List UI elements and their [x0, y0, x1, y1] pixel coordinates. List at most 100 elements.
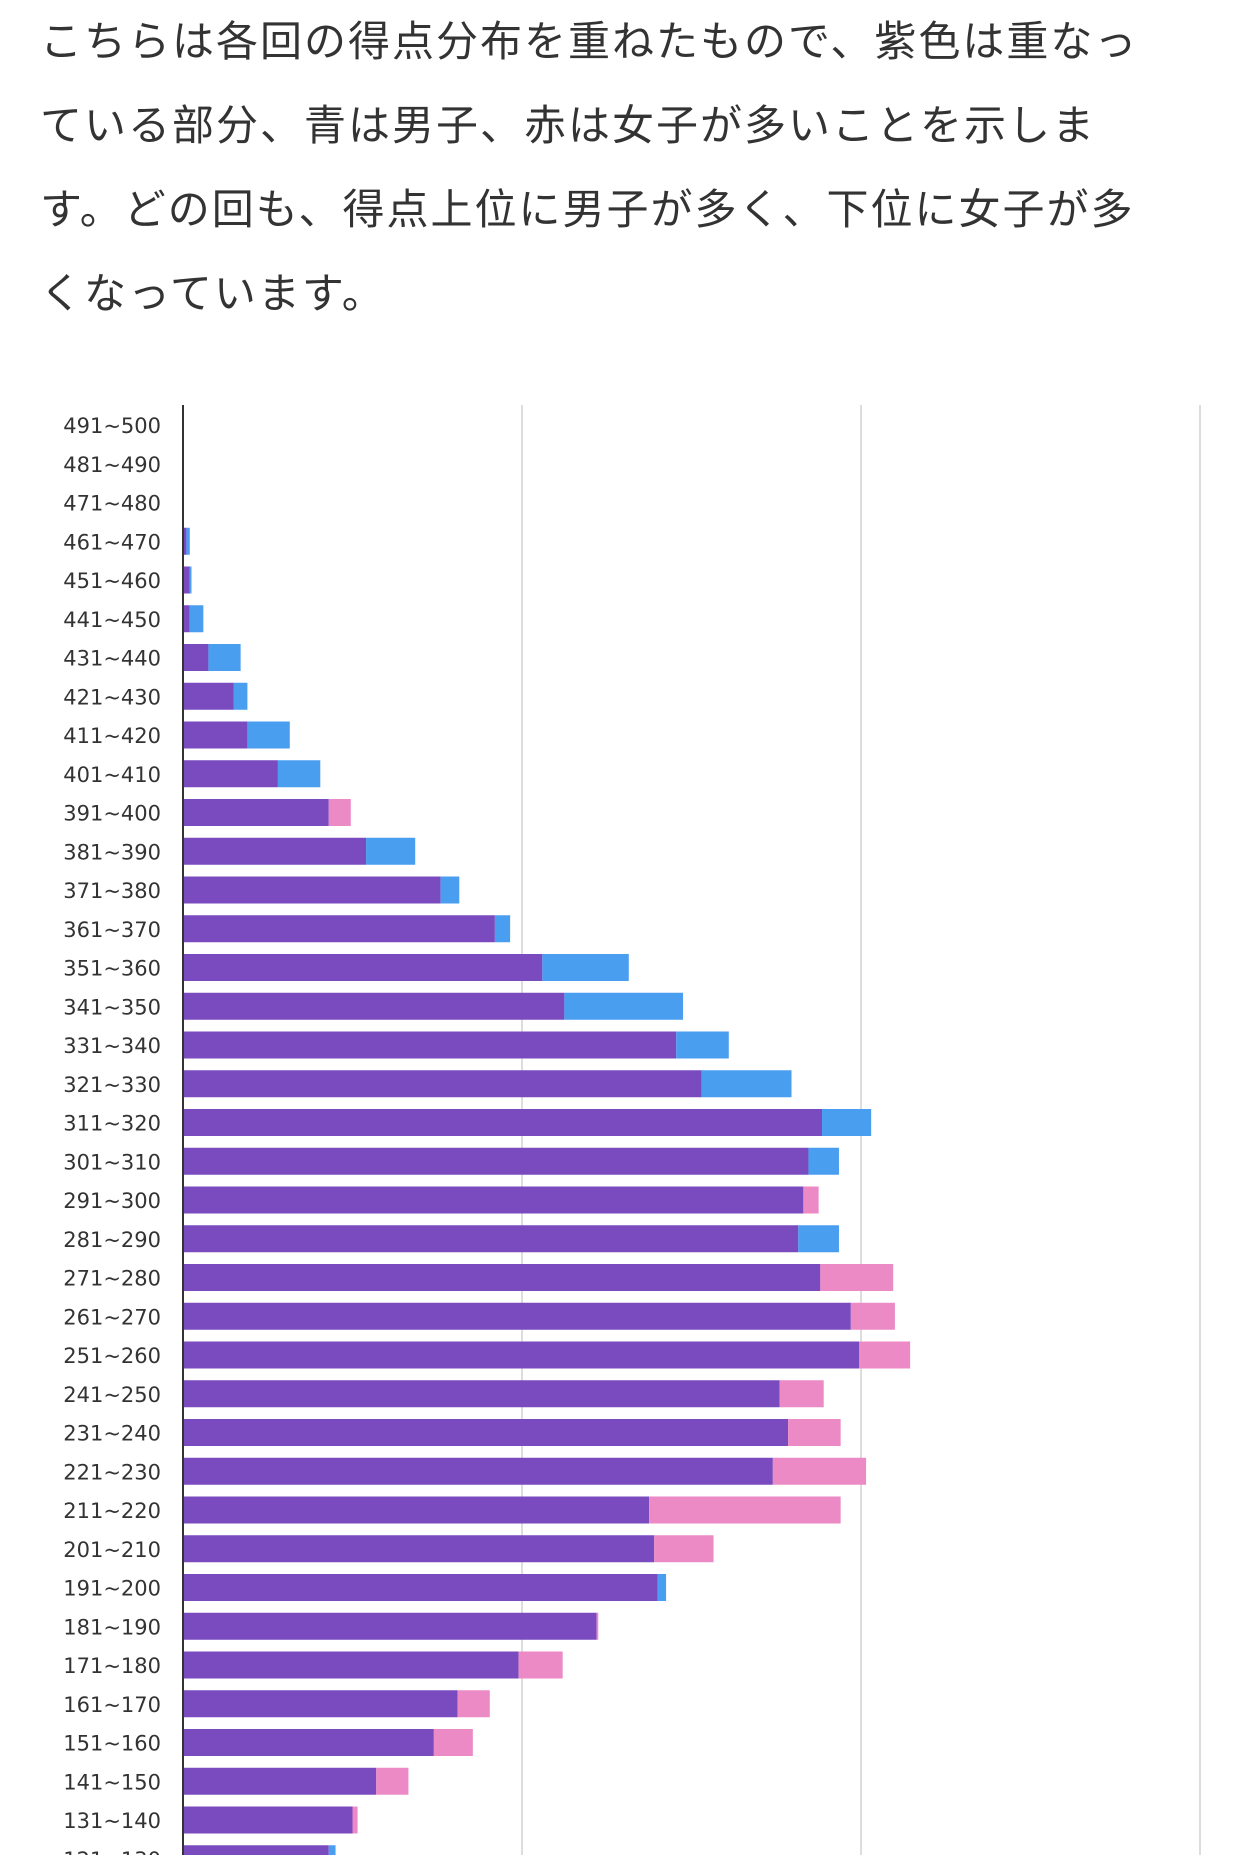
bar-overlap-411~420	[183, 721, 248, 749]
y-tick-label-311~320: 311~320	[63, 1112, 161, 1136]
bar-row-281~290	[183, 1225, 839, 1253]
y-tick-label-121~130: 121~130	[63, 1848, 161, 1855]
y-tick-label-341~350: 341~350	[63, 995, 161, 1019]
bar-row-351~360	[183, 954, 629, 981]
bar-row-221~230	[183, 1457, 867, 1485]
bar-row-141~150	[183, 1767, 409, 1795]
bar-row-241~250	[183, 1380, 824, 1408]
y-tick-label-291~300: 291~300	[63, 1189, 161, 1213]
y-tick-label-131~140: 131~140	[63, 1809, 161, 1833]
bar-row-401~410	[183, 760, 321, 788]
y-tick-label-421~430: 421~430	[63, 685, 161, 709]
bar-row-321~330	[183, 1070, 792, 1098]
bar-row-251~260	[183, 1341, 911, 1369]
bar-overlap-141~150	[183, 1767, 377, 1795]
bar-male_excess-441~450	[189, 605, 204, 633]
y-tick-label-491~500: 491~500	[63, 414, 161, 438]
bar-male_excess-321~330	[701, 1070, 792, 1098]
bar-overlap-381~390	[183, 837, 367, 865]
y-tick-label-401~410: 401~410	[63, 763, 161, 787]
bar-female_excess-211~220	[649, 1496, 841, 1524]
bar-row-131~140	[183, 1806, 358, 1834]
article-line-4: くなっています。	[40, 269, 386, 318]
bar-male_excess-331~340	[676, 1031, 729, 1059]
bar-male_excess-191~200	[657, 1574, 667, 1601]
bar-row-311~320	[183, 1109, 872, 1136]
bar-overlap-161~170	[183, 1690, 458, 1718]
bar-male_excess-401~410	[277, 760, 321, 788]
bar-overlap-281~290	[183, 1225, 799, 1253]
article-paragraph: こちらは各回の得点分布を重ねたもので、紫色は重なっ ている部分、青は男子、赤は女…	[40, 0, 1210, 336]
bar-row-451~460	[183, 566, 192, 594]
y-tick-label-281~290: 281~290	[63, 1228, 161, 1252]
bar-overlap-131~140	[183, 1806, 353, 1834]
bar-row-431~440	[183, 644, 241, 671]
bar-overlap-231~240	[183, 1419, 789, 1446]
bar-row-341~350	[183, 992, 684, 1020]
y-tick-label-391~400: 391~400	[63, 802, 161, 826]
score-distribution-chart: 491~500 481~490 471~480 461~470 451~460 441~4…	[0, 390, 1242, 1859]
bar-overlap-321~330	[183, 1070, 702, 1098]
bar-male_excess-301~310	[808, 1147, 839, 1175]
y-tick-label-371~380: 371~380	[63, 879, 161, 903]
bar-female_excess-241~250	[779, 1380, 824, 1408]
bar-male_excess-281~290	[798, 1225, 839, 1253]
bar-overlap-391~400	[183, 799, 329, 826]
bar-female_excess-181~190	[596, 1612, 599, 1640]
y-tick-label-181~190: 181~190	[63, 1615, 161, 1639]
bar-female_excess-161~170	[457, 1690, 490, 1718]
bar-row-161~170	[183, 1690, 490, 1718]
y-tick-label-261~270: 261~270	[63, 1305, 161, 1329]
y-tick-label-241~250: 241~250	[63, 1383, 161, 1407]
article-line-3: す。どの回も、得点上位に男子が多く、下位に女子が多	[40, 185, 1135, 234]
bar-row-201~210	[183, 1535, 714, 1563]
article-line-1: こちらは各回の得点分布を重ねたもので、紫色は重なっ	[40, 17, 1139, 66]
bar-row-381~390	[183, 837, 416, 865]
y-tick-label-151~160: 151~160	[63, 1732, 161, 1756]
bar-row-151~160	[183, 1729, 473, 1756]
bar-female_excess-251~260	[859, 1341, 911, 1369]
y-tick-label-171~180: 171~180	[63, 1654, 161, 1678]
y-tick-label-411~420: 411~420	[63, 724, 161, 748]
y-tick-label-441~450: 441~450	[63, 608, 161, 632]
bar-male_excess-121~130	[328, 1845, 336, 1859]
bar-overlap-351~360	[183, 954, 543, 981]
bar-row-371~380	[183, 876, 460, 904]
article-line-2: ている部分、青は男子、赤は女子が多いことを示しま	[40, 101, 1097, 150]
bar-male_excess-341~350	[564, 992, 684, 1020]
bar-female_excess-141~150	[376, 1767, 409, 1795]
bar-row-181~190	[183, 1612, 599, 1640]
bar-row-121~130	[183, 1845, 336, 1859]
bar-overlap-211~220	[183, 1496, 650, 1524]
score-distribution-chart-svg: 491~500 481~490 471~480 461~470 451~460 441~4…	[63, 405, 1201, 1859]
y-tick-label-251~260: 251~260	[63, 1344, 161, 1368]
y-tick-label-321~330: 321~330	[63, 1073, 161, 1097]
bar-male_excess-461~470	[186, 527, 190, 555]
bar-overlap-371~380	[183, 876, 441, 904]
bar-male_excess-411~420	[247, 721, 290, 749]
y-tick-label-481~490: 481~490	[63, 453, 161, 477]
bar-row-461~470	[183, 527, 190, 555]
bar-row-391~400	[183, 799, 351, 826]
bar-overlap-451~460	[183, 566, 190, 594]
bar-row-211~220	[183, 1496, 841, 1524]
bar-overlap-151~160	[183, 1729, 434, 1756]
bar-female_excess-201~210	[654, 1535, 714, 1563]
bar-female_excess-261~270	[850, 1302, 895, 1330]
bar-male_excess-311~320	[822, 1109, 872, 1136]
y-tick-label-431~440: 431~440	[63, 647, 161, 671]
bars-layer	[183, 527, 911, 1859]
bar-female_excess-171~180	[518, 1651, 563, 1679]
bar-row-231~240	[183, 1419, 841, 1446]
bar-overlap-291~300	[183, 1186, 804, 1214]
bar-overlap-331~340	[183, 1031, 677, 1059]
bar-female_excess-231~240	[788, 1419, 841, 1446]
bar-overlap-241~250	[183, 1380, 780, 1408]
bar-row-411~420	[183, 721, 290, 749]
bar-male_excess-361~370	[494, 915, 511, 943]
y-tick-label-461~470: 461~470	[63, 530, 161, 554]
bar-overlap-301~310	[183, 1147, 809, 1175]
y-tick-label-211~220: 211~220	[63, 1499, 161, 1523]
y-tick-label-231~240: 231~240	[63, 1422, 161, 1446]
bar-row-191~200	[183, 1574, 667, 1601]
